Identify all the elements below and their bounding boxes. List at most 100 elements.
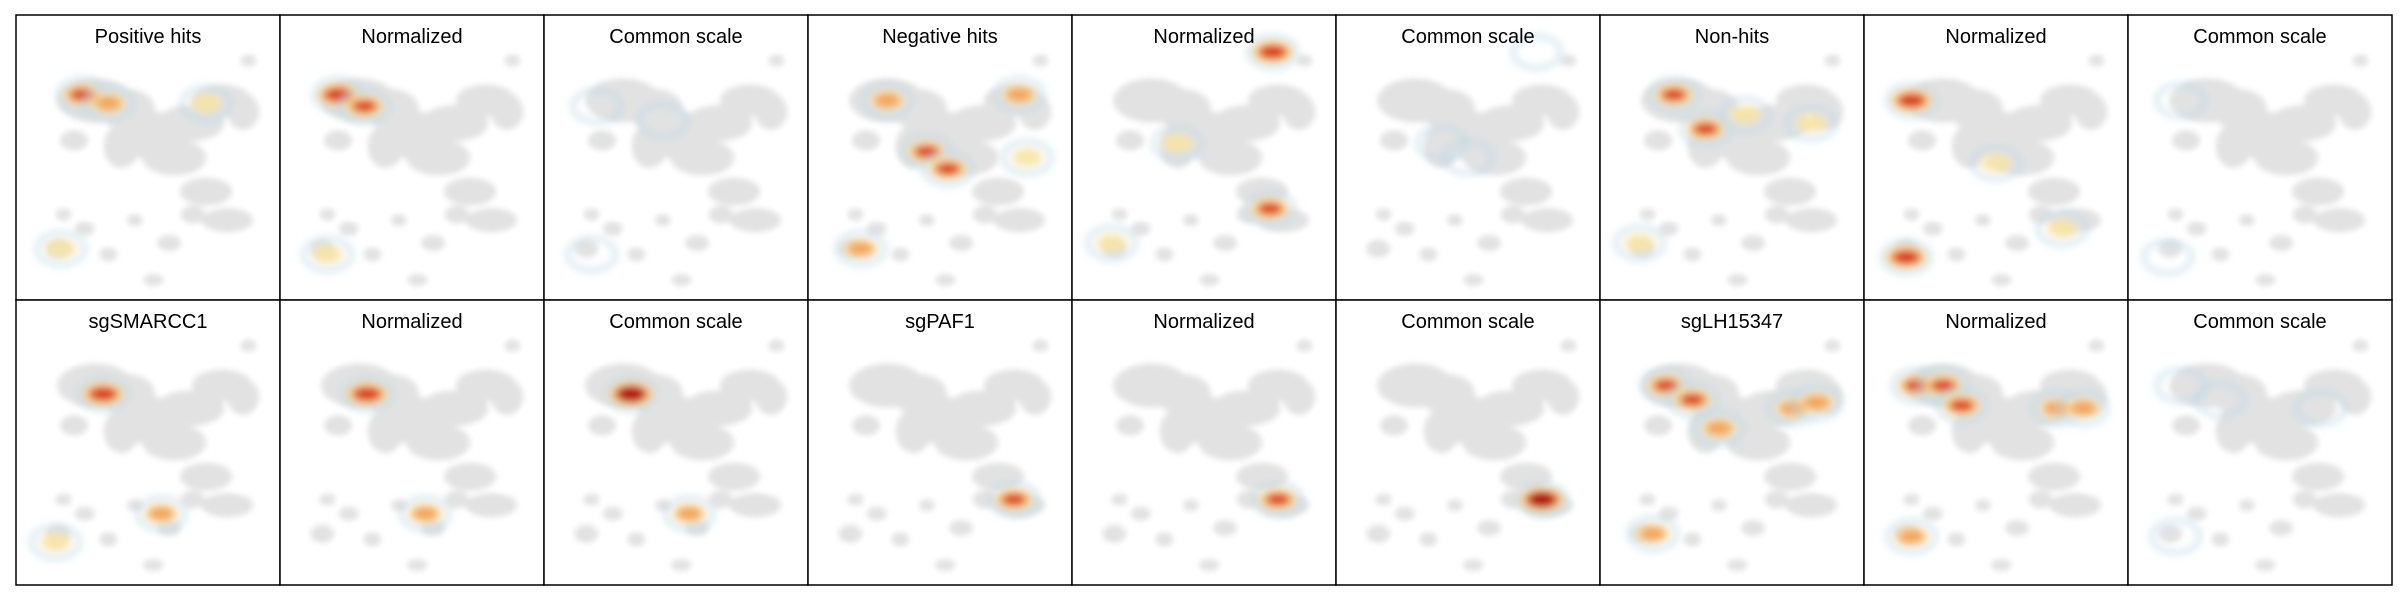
cell-cluster [729, 208, 782, 233]
density-hotspot [95, 96, 122, 111]
cell-cluster [2075, 93, 2108, 130]
panel-title: Normalized [1945, 311, 2046, 333]
panel-title: sgLH15347 [1681, 311, 1783, 333]
cell-cluster [1111, 493, 1128, 506]
cell-cluster [1990, 424, 2055, 461]
cell-cluster [338, 221, 359, 236]
cell-cluster [1785, 208, 1838, 233]
cell-cluster [1785, 493, 1838, 518]
density-hotspot [2070, 401, 2097, 416]
umap-panel: Positive hits [15, 14, 281, 301]
cell-cluster [227, 378, 260, 415]
cell-cluster [2211, 532, 2230, 547]
cell-cluster [1903, 493, 1920, 506]
umap-panel: Normalized [1071, 14, 1337, 301]
umap-panel: Common scale [2127, 299, 2393, 586]
cell-cluster [1644, 415, 1673, 436]
cell-cluster [240, 339, 257, 352]
cell-cluster [627, 532, 646, 547]
density-contour [2154, 82, 2207, 119]
density-contour [1626, 515, 1679, 552]
cell-cluster [1991, 274, 2012, 287]
panel-title: Normalized [361, 311, 462, 333]
cell-cluster [1974, 499, 1991, 512]
cell-cluster [2238, 214, 2255, 227]
density-contour [341, 376, 394, 413]
cell-cluster [180, 205, 205, 224]
density-hotspot [1624, 234, 1655, 252]
cell-clusters [1102, 54, 1316, 287]
cell-cluster [1741, 235, 1766, 251]
density-hotspot [357, 389, 378, 400]
density-hotspot [1730, 105, 1761, 124]
cell-cluster [2339, 378, 2372, 415]
cell-cluster [1199, 274, 1220, 287]
panel-frame [2127, 299, 2393, 586]
cell-cluster [1903, 208, 1920, 221]
cell-cluster [1296, 339, 1313, 352]
density-layer [341, 376, 452, 532]
cell-cluster [2255, 559, 2276, 572]
cell-cluster [1560, 339, 1577, 352]
cell-cluster [2049, 493, 2102, 518]
cell-cluster [670, 139, 735, 176]
cell-cluster [1463, 559, 1484, 572]
density-contour [1719, 96, 1772, 133]
umap-panel: sgPAF1 [807, 299, 1073, 586]
density-contour [1885, 518, 1938, 555]
cell-cluster [891, 532, 910, 547]
cell-cluster [1727, 274, 1748, 287]
cell-cluster [1296, 54, 1313, 67]
cell-cluster [444, 205, 469, 224]
cell-cluster [1991, 559, 2012, 572]
density-hotspot [1681, 394, 1704, 405]
density-hotspot [1905, 380, 1928, 391]
cell-cluster [708, 490, 733, 509]
cell-cluster [847, 208, 864, 221]
cell-cluster [895, 409, 932, 454]
cell-cluster [60, 130, 89, 151]
umap-panel: Common scale [543, 299, 809, 586]
cell-cluster [2255, 274, 2276, 287]
density-contour [29, 524, 82, 561]
cell-cluster [755, 93, 788, 130]
cell-cluster [1198, 139, 1263, 176]
cell-cluster [2186, 506, 2207, 521]
density-hotspot [1950, 400, 1973, 411]
density-contour [1085, 225, 1138, 261]
cell-cluster [2292, 490, 2317, 509]
cell-cluster [1764, 462, 1817, 491]
density-contour [1001, 139, 1054, 176]
cell-cluster [1710, 214, 1727, 227]
cell-cluster [588, 130, 617, 151]
cell-cluster [406, 424, 471, 461]
cell-cluster [2269, 520, 2294, 536]
density-contour [1692, 410, 1745, 447]
density-contour [2141, 239, 2194, 276]
density-contour [135, 495, 188, 532]
density-contour [1935, 387, 1988, 424]
cell-cluster [654, 214, 671, 227]
cell-cluster [2269, 235, 2294, 251]
panel-title: Normalized [1153, 311, 1254, 333]
cell-cluster [367, 409, 404, 454]
density-contour [993, 76, 1046, 113]
cell-cluster [367, 124, 404, 169]
density-contour [1442, 139, 1494, 176]
density-contour [312, 76, 365, 113]
density-contour [834, 230, 887, 267]
cell-cluster [602, 506, 623, 521]
cell-cluster [99, 247, 118, 262]
cell-cluster [1394, 221, 1415, 236]
density-layer [2141, 82, 2207, 276]
density-contour [1515, 481, 1568, 518]
cell-cluster [363, 247, 382, 262]
cell-cluster [2215, 409, 2252, 454]
cell-cluster [2172, 130, 2201, 151]
cell-cluster [768, 339, 785, 352]
cell-cluster [180, 490, 205, 509]
cell-cluster [1366, 239, 1391, 258]
cell-cluster [363, 532, 382, 547]
density-contour [2036, 210, 2088, 247]
